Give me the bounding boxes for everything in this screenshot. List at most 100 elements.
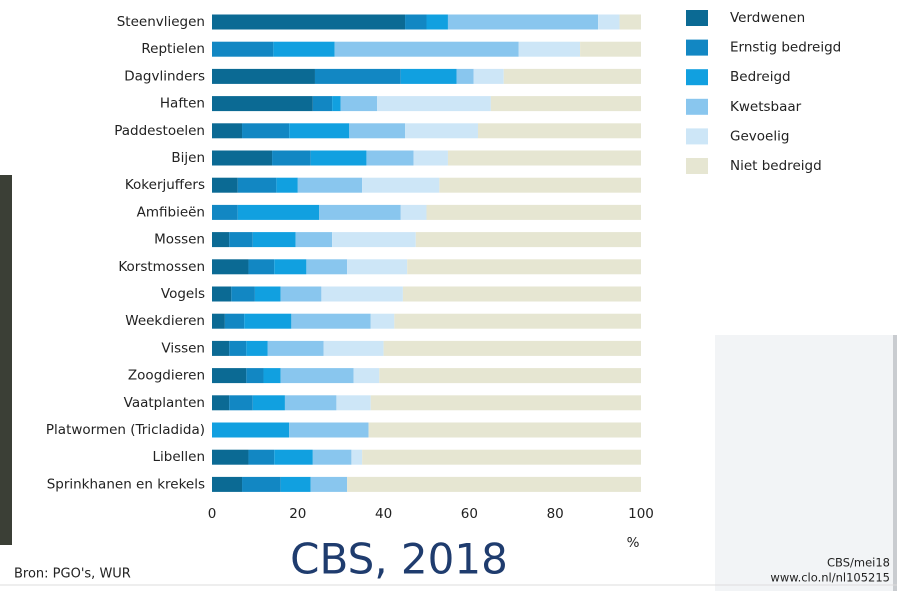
bar-segment <box>212 287 231 302</box>
bar-segment <box>580 42 641 57</box>
bar-segment <box>212 368 246 383</box>
bar-segment <box>598 15 619 30</box>
bar-segment <box>620 15 641 30</box>
bar-segment <box>332 96 341 111</box>
legend-label: Bedreigd <box>730 69 791 85</box>
bar-segment <box>347 259 407 274</box>
bar-segment <box>281 477 311 492</box>
bar-segment <box>225 314 244 329</box>
bar-segment <box>324 341 384 356</box>
bar-segment <box>369 423 641 438</box>
background-panel <box>715 335 897 591</box>
bar-segment <box>362 178 439 193</box>
bar-segment <box>306 259 347 274</box>
legend-label: Ernstig bedreigd <box>730 40 841 56</box>
x-tick-label: 0 <box>208 506 217 522</box>
bar-segment <box>212 151 272 166</box>
bar-segment <box>246 368 263 383</box>
bar-segment <box>427 15 448 30</box>
bar-segment <box>212 395 229 410</box>
bar-segment <box>212 15 405 30</box>
y-tick-label: Mossen <box>154 232 205 248</box>
bar-segment <box>332 232 416 247</box>
bar-segment <box>349 123 405 138</box>
bar-segment <box>238 205 320 220</box>
bar-segment <box>504 69 641 84</box>
y-tick-label: Vaatplanten <box>124 395 205 411</box>
bar-segment <box>246 341 267 356</box>
bar-segment <box>289 423 368 438</box>
x-tick-label: 100 <box>628 506 654 522</box>
bar-segment <box>229 395 253 410</box>
bar-segment <box>448 151 641 166</box>
x-tick-label: 60 <box>461 506 478 522</box>
y-tick-label: Vogels <box>161 286 205 302</box>
bar-segment <box>311 151 367 166</box>
y-tick-label: Korstmossen <box>118 259 205 275</box>
bar-segment <box>291 314 370 329</box>
y-tick-label: Haften <box>160 96 205 112</box>
bar-segment <box>212 341 229 356</box>
bar-segment <box>212 314 225 329</box>
url: www.clo.nl/nl105215 <box>770 571 890 585</box>
photo-fragment <box>0 175 12 545</box>
bar-segment <box>231 287 255 302</box>
bar-segment <box>351 450 362 465</box>
bar-segment <box>273 42 334 57</box>
bar-segment <box>362 450 641 465</box>
bar-segment <box>298 178 362 193</box>
x-tick-label: 20 <box>289 506 306 522</box>
legend-label: Gevoelig <box>730 128 789 144</box>
bar-segment <box>296 232 332 247</box>
y-tick-label: Sprinkhanen en krekels <box>47 476 205 492</box>
bar-segment <box>281 368 354 383</box>
bar-segment <box>401 205 427 220</box>
bar-segment <box>491 96 641 111</box>
bar-segment <box>313 96 332 111</box>
y-tick-label: Vissen <box>161 340 205 356</box>
bar-segment <box>242 123 289 138</box>
bar-segment <box>212 232 229 247</box>
bar-segment <box>248 450 274 465</box>
bar-segment <box>335 42 519 57</box>
bar-segment <box>229 232 253 247</box>
bar-segment <box>354 368 380 383</box>
bar-segment <box>212 450 248 465</box>
bar-segment <box>321 287 403 302</box>
bar-segment <box>416 232 641 247</box>
bar-segment <box>403 287 641 302</box>
bar-segment <box>253 395 285 410</box>
bar-segment <box>212 205 238 220</box>
bar-segment <box>289 123 349 138</box>
bar-segment <box>336 395 370 410</box>
bar-segment <box>341 96 377 111</box>
y-tick-label: Paddestoelen <box>114 123 205 139</box>
bar-segment <box>457 69 474 84</box>
bar-segment <box>448 15 598 30</box>
bar-segment <box>474 69 504 84</box>
credit: CBS/mei18 <box>827 556 890 570</box>
y-tick-label: Libellen <box>152 449 205 465</box>
y-tick-label: Platwormen (Tricladida) <box>46 422 205 438</box>
bar-segment <box>371 395 641 410</box>
bar-segment <box>244 314 291 329</box>
bar-segment <box>253 232 296 247</box>
bar-segment <box>394 314 641 329</box>
bar-segment <box>379 368 641 383</box>
bar-segment <box>384 341 641 356</box>
bar-segment <box>263 368 280 383</box>
bar-segment <box>212 42 273 57</box>
y-tick-label: Reptielen <box>141 41 205 57</box>
source: Bron: PGO's, WUR <box>14 567 131 582</box>
bar-segment <box>519 42 580 57</box>
x-tick-label: 80 <box>547 506 564 522</box>
bar-segment <box>319 205 401 220</box>
bar-segment <box>315 69 401 84</box>
bar-segment <box>478 123 641 138</box>
bar-segment <box>405 123 478 138</box>
bar-segment <box>242 477 281 492</box>
bar-segment <box>276 178 297 193</box>
bar-segment <box>401 69 457 84</box>
bar-segment <box>414 151 448 166</box>
y-tick-label: Bijen <box>171 150 205 166</box>
